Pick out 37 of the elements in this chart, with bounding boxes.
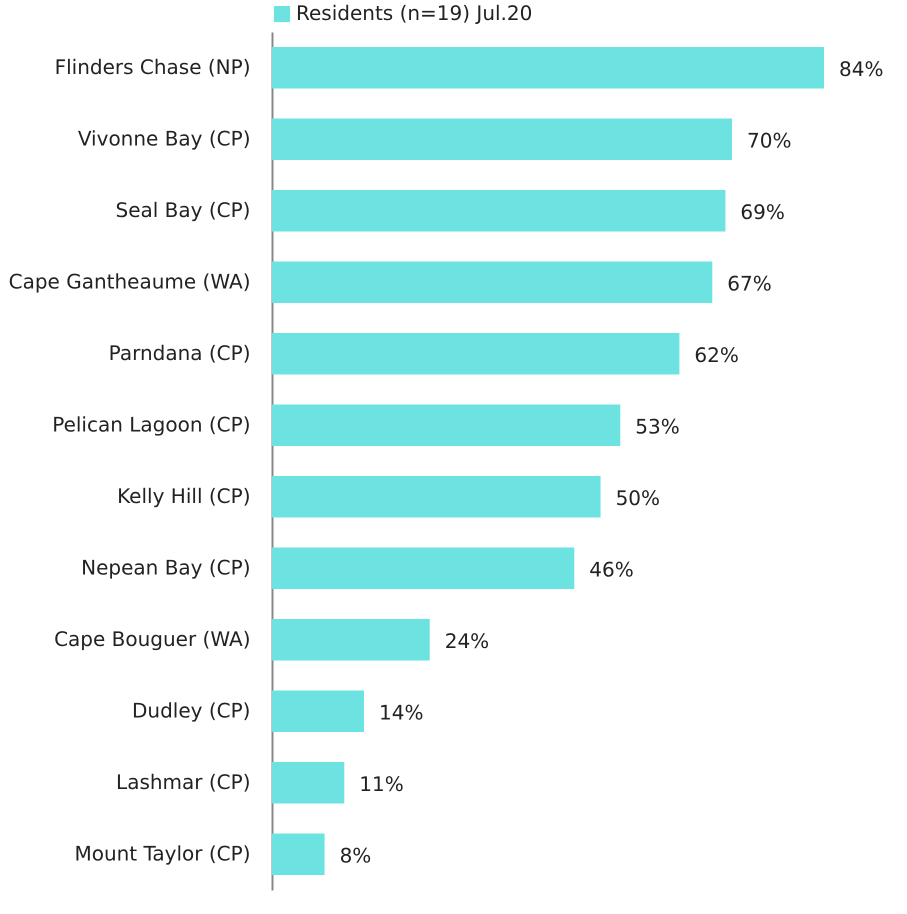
- y-tick-label: Vivonne Bay (CP): [78, 126, 250, 150]
- y-tick-label: Cape Bouguer (WA): [54, 626, 250, 651]
- bar: [272, 834, 325, 875]
- y-tick-label: Dudley (CP): [132, 698, 250, 722]
- data-label: 62%: [694, 342, 739, 367]
- y-tick-label: Seal Bay (CP): [116, 198, 250, 222]
- bar: [272, 404, 620, 446]
- bar: [272, 762, 344, 804]
- y-tick-label: Pelican Lagoon (CP): [52, 412, 250, 436]
- bar: [272, 690, 364, 732]
- data-label: 67%: [727, 271, 772, 296]
- bar: [272, 47, 824, 88]
- bar: [272, 333, 680, 374]
- data-label: 24%: [444, 628, 490, 653]
- data-label: 70%: [747, 128, 792, 152]
- bar: [272, 262, 712, 303]
- legend-label: Residents (n=19) Jul.20: [296, 1, 532, 25]
- y-tick-label: Flinders Chase (NP): [54, 54, 250, 79]
- data-label: 53%: [635, 414, 680, 438]
- y-tick-label: Nepean Bay (CP): [81, 555, 250, 580]
- data-label: 84%: [839, 56, 884, 81]
- data-label: 69%: [740, 200, 785, 224]
- data-label: 50%: [616, 486, 660, 510]
- bar: [272, 190, 726, 232]
- data-label: 8%: [340, 843, 372, 868]
- y-tick-label: Cape Gantheaume (WA): [8, 269, 250, 294]
- data-label: 11%: [359, 772, 404, 796]
- y-tick-label: Mount Taylor (CP): [74, 841, 250, 866]
- y-tick-label: Parndana (CP): [108, 340, 250, 365]
- bar: [272, 619, 430, 660]
- data-label: 46%: [589, 557, 634, 582]
- bar: [272, 118, 732, 160]
- data-label: 14%: [379, 700, 424, 724]
- y-tick-label: Lashmar (CP): [116, 770, 250, 794]
- y-tick-label: Kelly Hill (CP): [117, 484, 250, 508]
- bar: [272, 476, 601, 518]
- bar: [272, 548, 574, 589]
